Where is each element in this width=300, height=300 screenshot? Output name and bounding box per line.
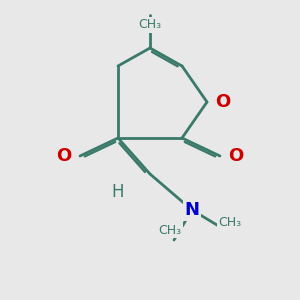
Text: CH₃: CH₃ (218, 215, 242, 229)
Text: O: O (228, 147, 244, 165)
Text: O: O (56, 147, 72, 165)
Text: H: H (112, 183, 124, 201)
Text: O: O (56, 147, 72, 165)
Text: CH₃: CH₃ (158, 224, 182, 236)
Text: CH₃: CH₃ (158, 224, 182, 236)
Text: CH₃: CH₃ (138, 19, 162, 32)
Text: H: H (112, 183, 124, 201)
Text: N: N (184, 201, 200, 219)
Text: O: O (228, 147, 244, 165)
Text: N: N (184, 201, 200, 219)
Text: O: O (215, 93, 231, 111)
Text: CH₃: CH₃ (138, 19, 162, 32)
Text: CH₃: CH₃ (218, 215, 242, 229)
Text: O: O (215, 93, 231, 111)
